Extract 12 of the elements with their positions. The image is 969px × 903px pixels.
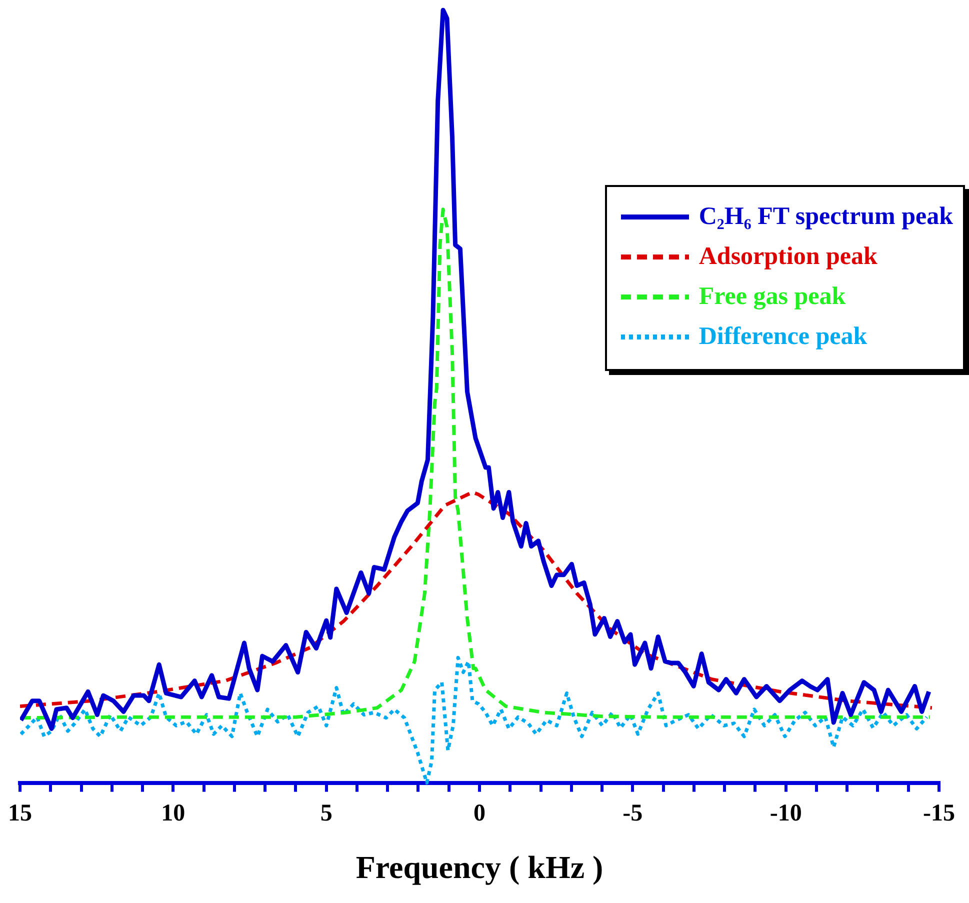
x-tick-label: -5 xyxy=(622,800,643,826)
x-tick-label: -10 xyxy=(770,800,802,826)
x-tick-label: 5 xyxy=(320,800,332,826)
x-tick-label: -15 xyxy=(923,800,955,826)
legend-label: Difference peak xyxy=(698,323,868,351)
x-axis-title: Frequency ( kHz ) xyxy=(356,849,604,886)
legend-label: Adsorption peak xyxy=(698,243,878,271)
x-tick-label: 0 xyxy=(474,800,486,826)
x-tick-label: 10 xyxy=(161,800,186,826)
legend-label: C₂H₆ FT spectrum peak xyxy=(698,203,953,231)
x-tick-label: 15 xyxy=(8,800,32,826)
legend-label: Free gas peak xyxy=(698,283,846,311)
